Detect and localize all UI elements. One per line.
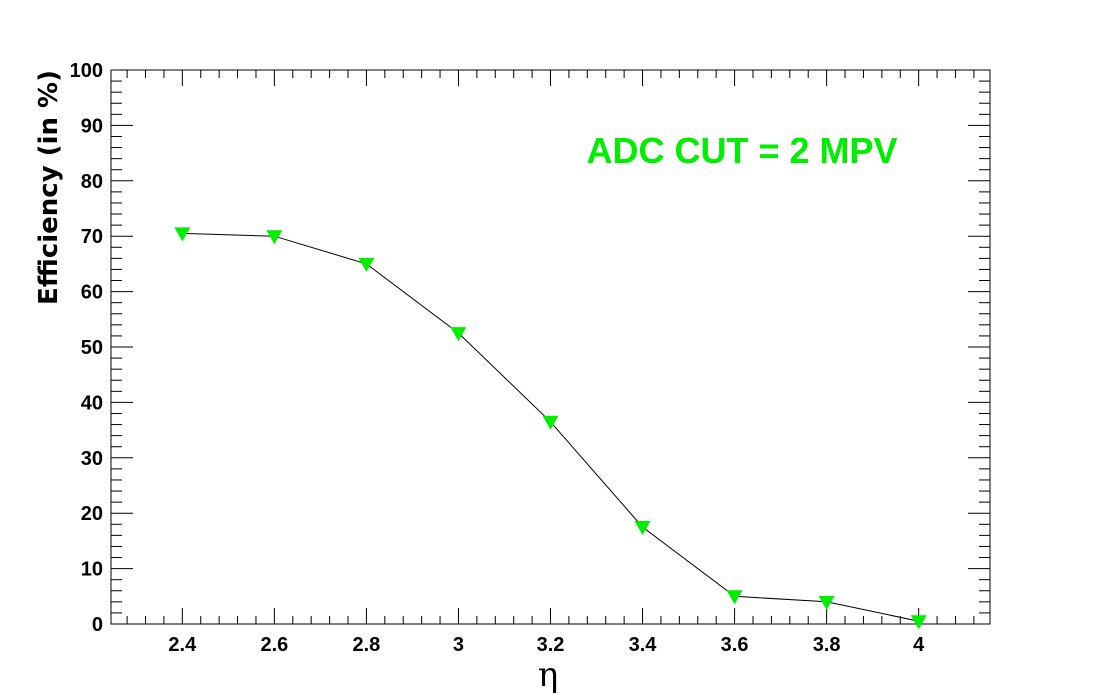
- y-tick-label: 10: [81, 559, 103, 581]
- x-tick-label: 2.8: [353, 634, 381, 656]
- y-tick-label: 40: [81, 392, 103, 414]
- x-tick-label: 3.2: [537, 634, 565, 656]
- y-axis-title: Efficiency (in %): [34, 70, 64, 305]
- y-tick-label: 100: [70, 60, 103, 82]
- y-tick-label: 70: [81, 226, 103, 248]
- x-tick-label: 3.4: [629, 634, 658, 656]
- y-tick-label: 50: [81, 337, 103, 359]
- x-tick-label: 3: [453, 634, 464, 656]
- data-point-marker: [727, 590, 743, 604]
- y-tick-label: 80: [81, 171, 103, 193]
- x-tick-label: 2.6: [260, 634, 288, 656]
- x-tick-labels: 2.4 2.6 2.8 3 3.2 3.4 3.6 3.8 4: [168, 634, 925, 656]
- data-point-marker: [174, 227, 190, 241]
- adc-cut-annotation: ADC CUT = 2 MPV: [586, 130, 897, 171]
- x-tick-label: 4: [913, 634, 925, 656]
- y-tick-label: 90: [81, 115, 103, 137]
- data-point-marker: [911, 615, 927, 629]
- y-tick-label: 0: [92, 614, 103, 636]
- x-tick-label: 3.6: [721, 634, 749, 656]
- data-point-marker: [635, 521, 651, 535]
- data-point-marker: [358, 258, 374, 272]
- data-point-marker: [266, 230, 282, 244]
- series-markers: [174, 227, 926, 629]
- y-tick-label: 30: [81, 448, 103, 470]
- y-tick-label: 20: [81, 503, 103, 525]
- y-tick-labels: 0 10 20 30 40 50 60 70 80 90 100: [70, 60, 103, 636]
- x-tick-label: 3.8: [813, 634, 841, 656]
- y-tick-label: 60: [81, 282, 103, 304]
- x-axis-title: η: [538, 655, 558, 694]
- x-tick-label: 2.4: [168, 634, 197, 656]
